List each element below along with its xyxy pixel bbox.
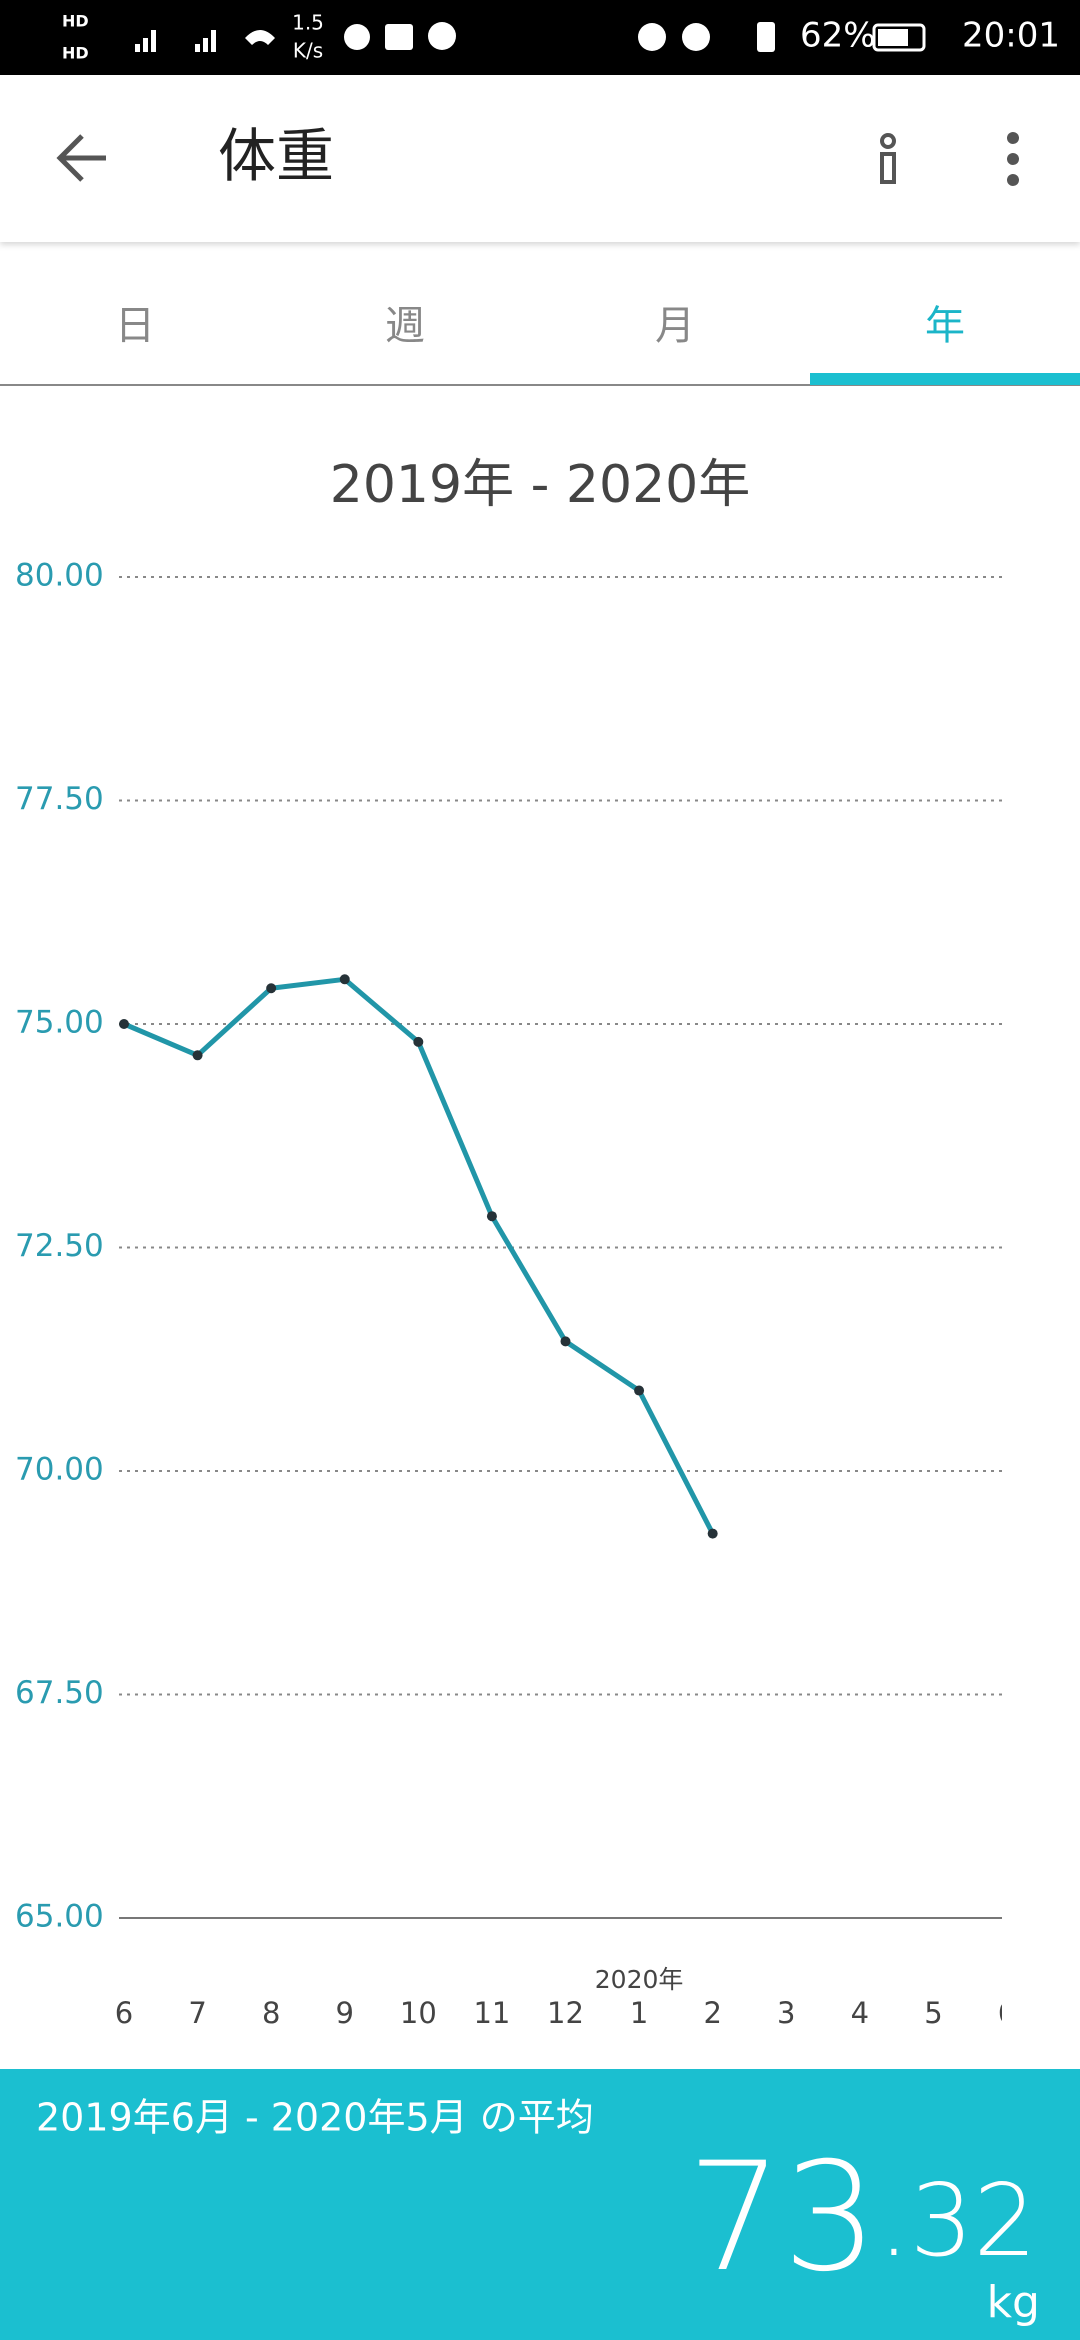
more-button[interactable]: [1007, 132, 1019, 186]
tab[interactable]: 月: [655, 303, 695, 349]
y-tick-label: 72.50: [15, 1228, 104, 1264]
x-annotation: 2020年: [595, 1965, 684, 1994]
x-tick-label: 9: [336, 1996, 354, 2030]
data-point: [707, 1528, 718, 1539]
x-tick-label: 8: [262, 1996, 280, 2030]
y-tick-label: 65.00: [15, 1899, 104, 1935]
x-tick-label: 6: [115, 1996, 133, 2030]
data-point: [266, 983, 277, 994]
summary-dec: .32: [878, 2162, 1037, 2279]
battery-percent: 62%: [800, 16, 876, 56]
summary-unit: kg: [987, 2277, 1040, 2328]
x-tick-label: 3: [777, 1996, 795, 2030]
x-tick-label: 11: [473, 1996, 510, 2030]
battery-icon: [872, 23, 926, 52]
net-unit: K/s: [293, 39, 323, 63]
summary-int: 73: [687, 2131, 878, 2305]
status-bar: [0, 0, 1080, 75]
y-tick-label: 80.00: [15, 558, 104, 594]
hd-icon: HD: [62, 44, 89, 63]
summary-panel: [0, 2069, 1080, 2340]
chart-title: 2019年 - 2020年: [330, 455, 751, 515]
x-tick-label: 1: [630, 1996, 648, 2030]
tab[interactable]: 日: [115, 303, 155, 349]
hd-icon: HD: [62, 12, 89, 31]
tab[interactable]: 年: [925, 303, 965, 349]
app-title: 体重: [218, 122, 334, 190]
tab-indicator: [810, 373, 1080, 385]
data-point: [339, 974, 350, 985]
net-speed: 1.5: [292, 11, 324, 35]
tab[interactable]: 週: [385, 303, 425, 349]
data-point: [560, 1336, 571, 1347]
x-tick-label: 6: [998, 1996, 1016, 2030]
y-tick-label: 75.00: [15, 1005, 104, 1041]
data-point: [119, 1019, 129, 1029]
x-tick-label: 12: [547, 1996, 584, 2030]
data-point: [192, 1050, 203, 1061]
x-tick-label: 5: [924, 1996, 942, 2030]
signal-icons: [135, 30, 275, 52]
app-bar: [0, 75, 1080, 242]
data-point: [634, 1385, 645, 1396]
x-axis-labels: 6 7 8 9 10 11 12 1 2 3 4 5 6: [115, 1996, 1016, 2030]
summary-value: 73.32: [687, 2131, 1037, 2305]
summary-label: 2019年6月 - 2020年5月 の平均: [36, 2096, 594, 2140]
x-tick-label: 7: [188, 1996, 206, 2030]
x-tick-label: 2: [703, 1996, 721, 2030]
info-button[interactable]: [880, 133, 896, 184]
back-button[interactable]: [56, 134, 106, 182]
data-point: [486, 1211, 497, 1222]
data-point: [413, 1036, 424, 1047]
battery-level: [878, 29, 908, 46]
y-tick-label: 70.00: [15, 1452, 104, 1488]
x-tick-label: 10: [400, 1996, 437, 2030]
x-tick-label: 4: [851, 1996, 869, 2030]
clock: 20:01: [962, 16, 1060, 56]
notification-icons: [344, 22, 775, 52]
y-tick-label: 77.50: [15, 781, 104, 817]
data-line: [123, 976, 715, 1535]
y-tick-label: 67.50: [15, 1675, 104, 1711]
